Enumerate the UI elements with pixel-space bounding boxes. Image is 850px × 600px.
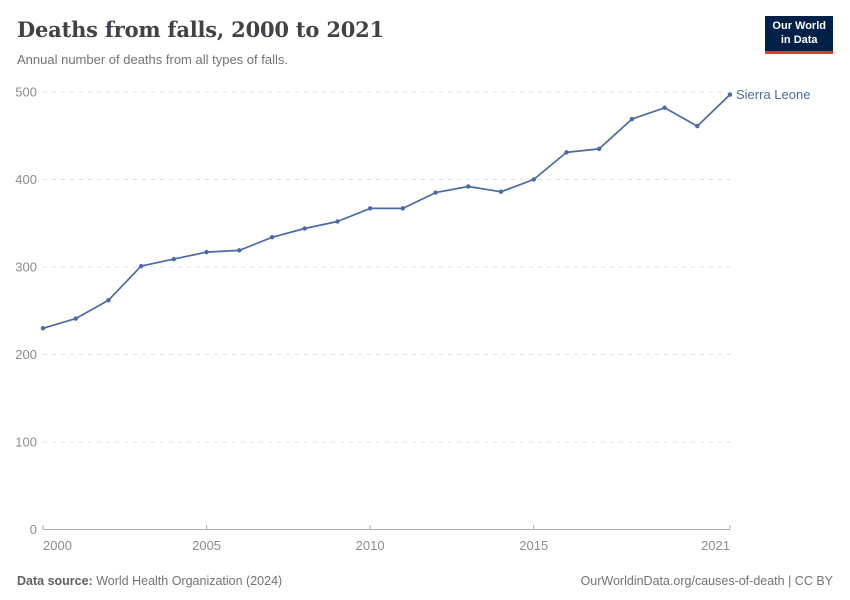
data-point[interactable]: [433, 190, 438, 195]
data-source: Data source: World Health Organization (…: [17, 574, 282, 588]
owid-logo[interactable]: Our World in Data: [765, 16, 833, 54]
trend-line[interactable]: [42, 93, 731, 330]
data-point[interactable]: [106, 298, 111, 303]
data-point[interactable]: [727, 92, 733, 97]
owid-logo-line2: in Data: [780, 33, 818, 46]
data-point[interactable]: [662, 105, 667, 110]
data-point[interactable]: [335, 219, 340, 224]
data-point[interactable]: [466, 184, 471, 189]
data-point[interactable]: [73, 316, 78, 321]
data-point[interactable]: [629, 116, 635, 122]
data-source-label: Data source:: [17, 574, 93, 588]
data-source-value: World Health Organization (2024): [92, 574, 283, 588]
data-point[interactable]: [171, 256, 177, 262]
data-point[interactable]: [138, 263, 144, 269]
y-tick-label: 400: [15, 172, 37, 187]
data-point[interactable]: [695, 123, 700, 129]
data-point[interactable]: [367, 206, 373, 211]
data-point[interactable]: [204, 249, 209, 255]
x-tick-label: 2005: [192, 538, 221, 553]
y-tick-label: 0: [30, 522, 37, 537]
entity-label[interactable]: Sierra Leone: [736, 87, 810, 102]
x-tick-label: 2000: [43, 538, 72, 553]
data-point[interactable]: [302, 226, 307, 231]
x-tick-label: 2015: [519, 538, 548, 553]
data-point[interactable]: [237, 248, 242, 253]
y-tick-label: 500: [15, 85, 37, 100]
data-point[interactable]: [40, 326, 46, 331]
y-tick-label: 200: [15, 347, 37, 362]
chart-subtitle: Annual number of deaths from all types o…: [17, 52, 288, 67]
y-tick-label: 300: [15, 260, 37, 275]
data-point[interactable]: [596, 146, 602, 152]
y-tick-label: 100: [15, 435, 37, 450]
owid-logo-line1: Our World: [772, 20, 826, 32]
page-title: Deaths from falls, 2000 to 2021: [17, 17, 384, 42]
x-tick-label: 2010: [356, 538, 385, 553]
data-point[interactable]: [269, 235, 275, 240]
data-point[interactable]: [400, 206, 406, 211]
data-point[interactable]: [498, 189, 504, 194]
data-point[interactable]: [564, 150, 569, 155]
data-point[interactable]: [531, 177, 536, 182]
credit-link[interactable]: OurWorldinData.org/causes-of-death | CC …: [580, 574, 833, 588]
x-tick-label: 2021: [701, 538, 730, 553]
